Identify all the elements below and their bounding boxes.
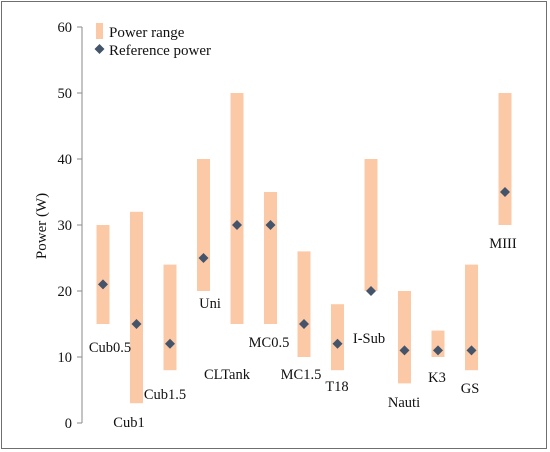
range-bar-miii	[498, 93, 512, 225]
range-bar-cub1	[130, 211, 143, 404]
legend-label-power-range: Power range	[109, 25, 185, 41]
category-label-i-sub: I-Sub	[353, 331, 385, 347]
range-bar-uni	[197, 159, 210, 291]
y-tick-label: 0	[65, 416, 72, 432]
reference-marker-uni	[198, 253, 209, 263]
category-label-mc1-5: MC1.5	[281, 367, 322, 383]
y-tick-label: 50	[58, 86, 73, 102]
category-label-cub1-5: Cub1.5	[144, 387, 186, 403]
range-bar-gs	[465, 264, 478, 371]
category-label-mc0-5: MC0.5	[249, 335, 290, 351]
range-bar-cltank	[230, 93, 244, 324]
reference-marker-cltank	[232, 220, 242, 230]
y-tick-label: 30	[58, 218, 73, 234]
category-label-gs: GS	[461, 381, 480, 397]
range-bar-t18	[331, 304, 344, 371]
range-bar-cub1-5	[163, 264, 177, 371]
y-tick-label: 20	[58, 284, 73, 300]
reference-marker-k3	[433, 345, 443, 356]
legend-marker-reference-power	[94, 44, 105, 54]
category-label-cltank: CLTank	[204, 367, 251, 383]
range-bar-cub0-5	[96, 225, 110, 324]
reference-marker-cub0-5	[98, 279, 108, 290]
reference-marker-cub1-5	[165, 338, 175, 349]
range-bar-mc0-5	[264, 192, 277, 324]
reference-marker-mc1-5	[299, 319, 309, 329]
y-tick-label: 10	[58, 350, 73, 366]
category-label-miii: MIII	[489, 236, 517, 252]
category-label-nauti: Nauti	[388, 395, 420, 411]
legend: Power range Reference power	[94, 23, 211, 59]
category-label-cub0-5: Cub0.5	[89, 340, 131, 356]
reference-marker-gs	[466, 345, 477, 356]
reference-marker-t18	[332, 338, 343, 349]
y-tick-label: 60	[58, 20, 73, 36]
category-label-cub1: Cub1	[113, 415, 144, 431]
category-label-t18: T18	[325, 379, 348, 395]
category-label-k3: K3	[428, 370, 446, 386]
reference-marker-miii	[500, 187, 510, 197]
y-axis-title: Power (W)	[34, 193, 50, 259]
reference-marker-nauti	[399, 345, 410, 356]
category-label-uni: Uni	[199, 296, 221, 312]
range-bar-nauti	[398, 291, 411, 384]
range-bar-mc1-5	[297, 251, 311, 357]
range-bar-i-sub	[364, 159, 378, 291]
reference-marker-i-sub	[366, 286, 376, 296]
y-tick-label: 40	[58, 152, 73, 168]
reference-marker-mc0-5	[265, 220, 276, 230]
reference-marker-cub1	[131, 319, 142, 329]
legend-label-reference-power: Reference power	[109, 43, 211, 59]
legend-swatch-power-range	[96, 23, 103, 39]
